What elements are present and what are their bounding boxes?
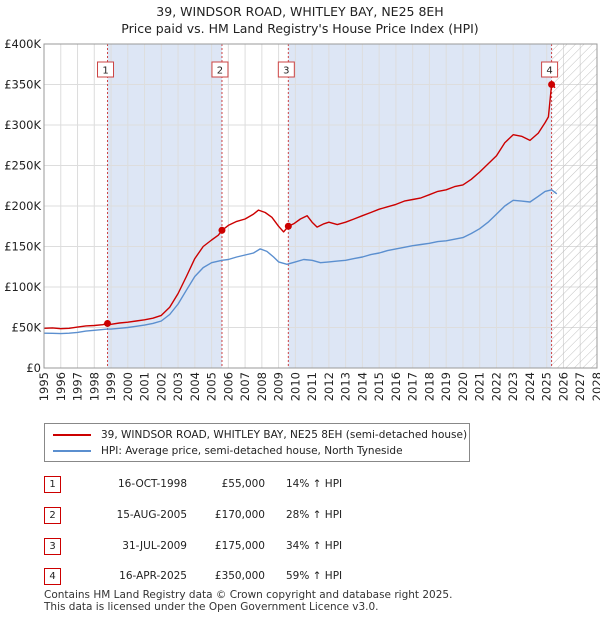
x-tick-label: 2015 bbox=[372, 372, 386, 401]
x-tick-label: 1998 bbox=[87, 372, 101, 401]
x-tick-label: 2023 bbox=[506, 372, 520, 401]
legend: 39, WINDSOR ROAD, WHITLEY BAY, NE25 8EH … bbox=[44, 423, 470, 462]
y-tick-label: £100K bbox=[4, 280, 41, 294]
chart-title: 39, WINDSOR ROAD, WHITLEY BAY, NE25 8EH … bbox=[0, 3, 600, 37]
transaction-price: £170,000 bbox=[214, 509, 265, 521]
x-tick-label: 2016 bbox=[389, 372, 403, 401]
x-tick-label: 2025 bbox=[540, 372, 554, 401]
sale-point bbox=[284, 222, 292, 230]
legend-swatch-hpi bbox=[53, 450, 91, 452]
sale-point bbox=[218, 226, 226, 234]
transaction-price: £175,000 bbox=[214, 540, 265, 552]
transaction-row: 4 16-APR-2025 £350,000 59% ↑ HPI bbox=[44, 566, 404, 586]
x-tick-label: 2020 bbox=[456, 372, 470, 401]
x-tick-label: 2018 bbox=[422, 372, 436, 401]
x-tick-label: 2007 bbox=[238, 372, 252, 401]
x-tick-label: 2013 bbox=[339, 372, 353, 401]
transaction-row: 2 15-AUG-2005 £170,000 28% ↑ HPI bbox=[44, 505, 404, 525]
legend-label-property: 39, WINDSOR ROAD, WHITLEY BAY, NE25 8EH … bbox=[101, 429, 468, 441]
x-tick-label: 2002 bbox=[154, 372, 168, 401]
y-tick-label: £200K bbox=[4, 199, 41, 213]
x-tick-label: 2019 bbox=[439, 372, 453, 401]
sale-label-number: 1 bbox=[102, 66, 108, 77]
plot-frame bbox=[43, 43, 598, 369]
transaction-number: 2 bbox=[44, 507, 61, 524]
legend-item-hpi: HPI: Average price, semi-detached house,… bbox=[53, 443, 403, 459]
x-tick-label: 2011 bbox=[305, 372, 319, 401]
y-tick-label: £400K bbox=[4, 37, 41, 51]
x-tick-label: 2010 bbox=[288, 372, 302, 401]
legend-swatch-property bbox=[53, 434, 91, 436]
x-tick-label: 1995 bbox=[37, 372, 51, 401]
sale-label-box bbox=[277, 61, 295, 78]
sale-label-box bbox=[541, 61, 559, 78]
y-tick-label: £350K bbox=[4, 78, 41, 92]
legend-label-hpi: HPI: Average price, semi-detached house,… bbox=[101, 445, 403, 457]
y-tick-label: £300K bbox=[4, 118, 41, 132]
sale-point bbox=[104, 319, 112, 327]
hpi-line bbox=[43, 189, 558, 335]
x-tick-label: 2028 bbox=[590, 372, 600, 401]
title-line-1: 39, WINDSOR ROAD, WHITLEY BAY, NE25 8EH bbox=[156, 4, 444, 19]
y-tick-label: £50K bbox=[12, 321, 42, 335]
x-tick-label: 2003 bbox=[171, 372, 185, 401]
x-tick-label: 2009 bbox=[272, 372, 286, 401]
x-tick-label: 2012 bbox=[322, 372, 336, 401]
legend-item-property: 39, WINDSOR ROAD, WHITLEY BAY, NE25 8EH … bbox=[53, 427, 467, 443]
transaction-row: 3 31-JUL-2009 £175,000 34% ↑ HPI bbox=[44, 536, 404, 556]
x-tick-label: 2006 bbox=[221, 372, 235, 401]
x-tick-label: 2001 bbox=[138, 372, 152, 401]
price-chart: 1 2 3 4 £0 £50K £100K £150K £200K £250K £300K £350… bbox=[4, 37, 600, 401]
transaction-number: 1 bbox=[44, 476, 61, 493]
x-tick-label: 2014 bbox=[355, 372, 369, 401]
transaction-date: 15-AUG-2005 bbox=[116, 509, 187, 521]
transaction-price: £350,000 bbox=[214, 570, 265, 582]
sale-label-box bbox=[211, 61, 229, 78]
sale-label-number: 4 bbox=[546, 66, 552, 77]
footer: Contains HM Land Registry data © Crown c… bbox=[44, 589, 452, 613]
transaction-price: £55,000 bbox=[221, 478, 265, 490]
x-tick-label: 1999 bbox=[104, 372, 118, 401]
transaction-hpi: 34% ↑ HPI bbox=[286, 540, 343, 552]
x-tick-label: 1996 bbox=[54, 372, 68, 401]
transaction-date: 16-APR-2025 bbox=[119, 570, 187, 582]
x-tick-label: 2004 bbox=[188, 372, 202, 401]
sale-label-number: 3 bbox=[283, 66, 289, 77]
transaction-hpi: 14% ↑ HPI bbox=[286, 478, 343, 490]
footer-line-1: Contains HM Land Registry data © Crown c… bbox=[44, 589, 453, 601]
sale-point bbox=[548, 81, 556, 88]
sale-label-number: 2 bbox=[217, 66, 223, 77]
footer-line-2: This data is licensed under the Open Gov… bbox=[44, 601, 379, 613]
x-tick-label: 2005 bbox=[205, 372, 219, 401]
x-tick-label: 2024 bbox=[523, 372, 537, 401]
transaction-row: 1 16-OCT-1998 £55,000 14% ↑ HPI bbox=[44, 474, 404, 494]
x-tick-label: 2000 bbox=[121, 372, 135, 401]
transaction-hpi: 59% ↑ HPI bbox=[286, 570, 343, 582]
transaction-date: 16-OCT-1998 bbox=[118, 478, 187, 490]
x-tick-label: 2027 bbox=[573, 372, 587, 401]
property-price-line bbox=[43, 83, 556, 330]
forecast-region bbox=[551, 44, 597, 368]
x-tick-label: 2017 bbox=[406, 372, 420, 401]
y-tick-label: £150K bbox=[4, 240, 41, 254]
transaction-hpi: 28% ↑ HPI bbox=[286, 509, 343, 521]
x-tick-label: 2008 bbox=[255, 372, 269, 401]
y-tick-label: £250K bbox=[4, 159, 41, 173]
transaction-number: 3 bbox=[44, 538, 61, 555]
x-tick-label: 1997 bbox=[71, 372, 85, 401]
x-tick-label: 2021 bbox=[473, 372, 487, 401]
sale-label-box bbox=[97, 61, 115, 78]
x-tick-label: 2022 bbox=[489, 372, 503, 401]
title-line-2: Price paid vs. HM Land Registry's House … bbox=[121, 21, 479, 36]
x-tick-label: 2026 bbox=[556, 372, 570, 401]
y-tick-label: £0 bbox=[26, 361, 41, 375]
transaction-number: 4 bbox=[44, 568, 61, 585]
transaction-date: 31-JUL-2009 bbox=[122, 540, 187, 552]
